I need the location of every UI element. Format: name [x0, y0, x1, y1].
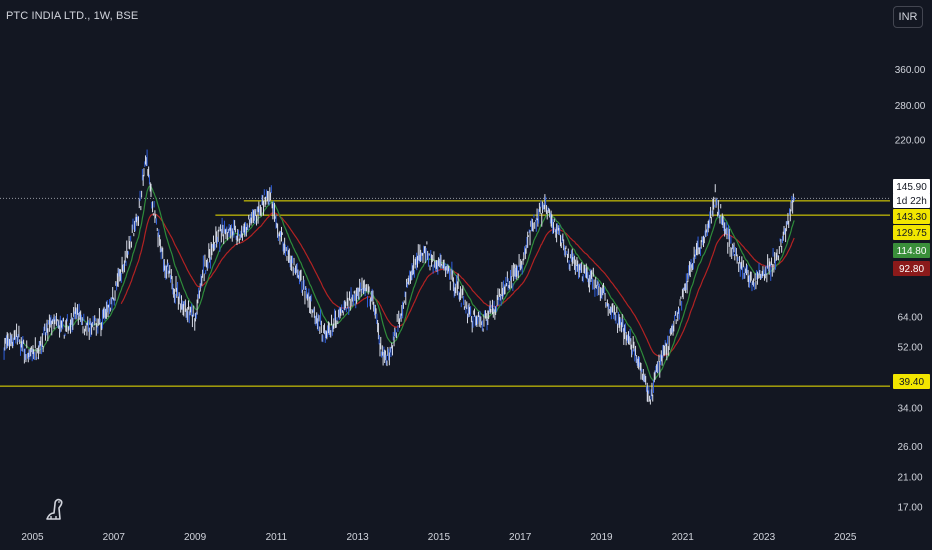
x-axis: 2005 2007 2009 2011 2013 2015 2017 2019 2021 2023… — [21, 532, 856, 543]
horizontal-level-badge — [893, 209, 930, 224]
symbol-title: PTC INDIA LTD., 1W, BSE — [6, 10, 139, 22]
currency-button[interactable]: INR — [893, 6, 923, 28]
x-tick-label: 2009 — [184, 532, 207, 543]
x-tick-label: 2021 — [672, 532, 695, 543]
y-tick-label: 26.00 — [897, 442, 922, 453]
x-tick-label: 2011 — [266, 532, 288, 543]
y-tick-label: 64.00 — [897, 313, 922, 324]
y-tick-label: 34.00 — [897, 403, 922, 414]
y-tick-label: 280.00 — [895, 101, 926, 112]
horizontal-levels — [0, 197, 890, 387]
x-tick-label: 2019 — [590, 532, 613, 543]
ema-fast-line — [19, 185, 795, 381]
ema-fast-badge — [893, 243, 930, 258]
horizontal-level-badge-label: 143.30 — [896, 212, 927, 223]
last-price-badge — [893, 179, 930, 194]
horizontal-level-badge-label: 39.40 — [899, 377, 924, 388]
y-tick-label: 17.00 — [897, 503, 922, 514]
horizontal-level-badge — [893, 225, 930, 240]
y-tick-label: 52.00 — [897, 342, 922, 353]
x-tick-label: 2013 — [347, 532, 370, 543]
ema-slow-badge-label: 92.80 — [899, 264, 924, 275]
countdown-badge-label: 1d 22h — [896, 196, 927, 207]
x-tick-label: 2015 — [428, 532, 451, 543]
x-tick-label: 2017 — [509, 532, 532, 543]
price-scale-badges: 145.90 1d 22h 143.30 129.75 114.80 92.80 39.40 — [893, 179, 930, 389]
x-tick-label: 2023 — [753, 532, 776, 543]
y-tick-label: 360.00 — [895, 65, 926, 76]
y-tick-label: 21.00 — [897, 472, 922, 483]
horizontal-level-badge-label: 129.75 — [896, 228, 927, 239]
x-tick-label: 2005 — [21, 532, 44, 543]
countdown-badge — [893, 193, 930, 208]
price-bars — [3, 149, 795, 405]
ema-slow-badge — [893, 261, 930, 276]
x-tick-label: 2025 — [834, 532, 857, 543]
last-price-badge-label: 145.90 — [896, 182, 927, 193]
ema-fast-badge-label: 114.80 — [897, 246, 927, 257]
tradingview-dino-logo-icon — [46, 498, 63, 520]
x-tick-label: 2007 — [103, 532, 126, 543]
y-tick-label: 220.00 — [895, 135, 926, 146]
horizontal-level-badge — [893, 374, 930, 389]
